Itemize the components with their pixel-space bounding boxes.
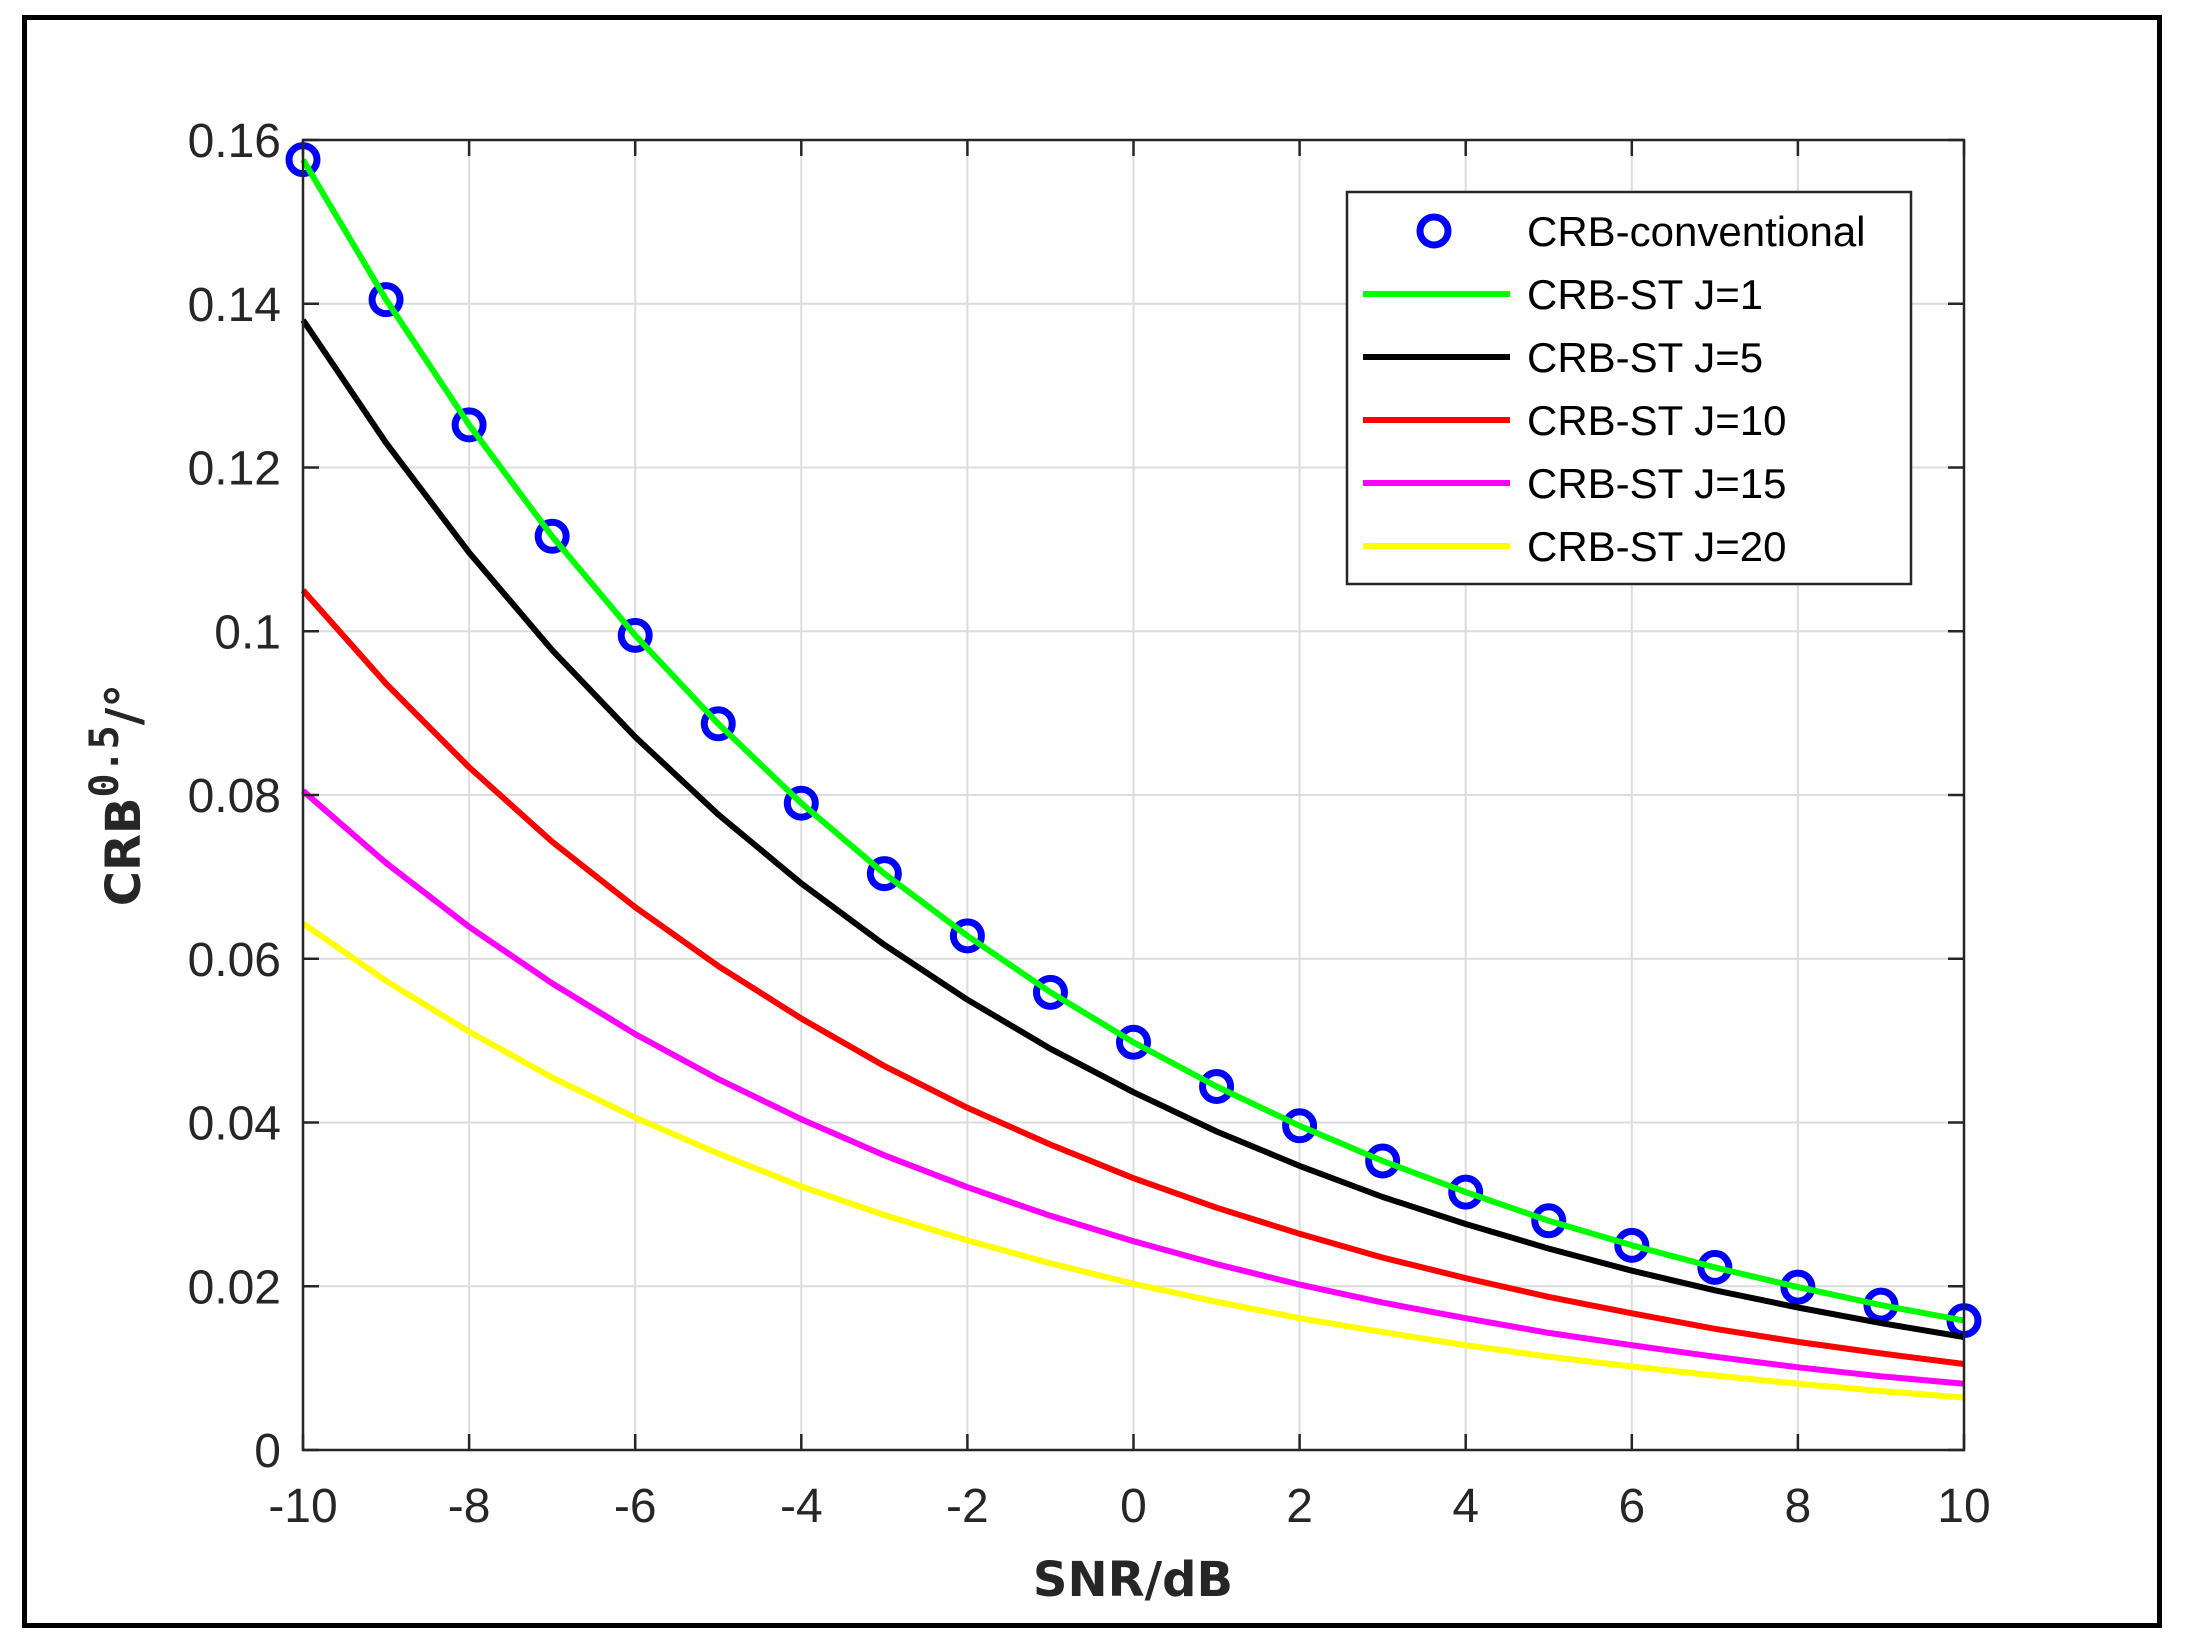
y-tick-label: 0	[254, 1425, 281, 1478]
data-point	[451, 407, 487, 443]
series-line-crb-st-j-20	[301, 921, 1965, 1401]
x-axis-label: SNR/dB	[1033, 1552, 1233, 1608]
legend-label-crb-conventional: CRB-conventional	[1527, 208, 1866, 255]
data-point	[949, 918, 985, 954]
y-tick-label: 0.08	[188, 770, 281, 823]
x-tick-label: 4	[1452, 1480, 1479, 1533]
y-tick-label: 0.06	[188, 934, 281, 987]
data-point	[1448, 1174, 1484, 1210]
legend: CRB-conventional CRB-ST J=1 CRB-ST J=5 CRB-…	[1345, 190, 1913, 586]
legend-label-crb-st-j-20: CRB-ST J=20	[1527, 523, 1787, 570]
legend-label-crb-st-j-15: CRB-ST J=15	[1527, 460, 1787, 507]
data-point	[783, 785, 819, 821]
ticks: -10 -8 -6 -4 -2 0 2 4 6 8 10 0 0.02 0.04 0.06 0.08 0.1 0.…	[188, 115, 1991, 1533]
data-point	[1365, 1143, 1401, 1179]
y-tick-label: 0.14	[188, 279, 281, 332]
x-tick-label: -6	[614, 1480, 657, 1533]
data-point	[368, 282, 404, 318]
x-tick-label: -4	[780, 1480, 823, 1533]
x-tick-label: 0	[1120, 1480, 1147, 1533]
series-layer	[285, 142, 1982, 1401]
y-axis-label-exponent: 0.5	[82, 725, 128, 797]
y-axis-label-group: CRB0.5/°	[82, 684, 152, 907]
data-point	[866, 856, 902, 892]
data-point	[1697, 1249, 1733, 1285]
x-tick-label: -2	[946, 1480, 989, 1533]
series-line-crb-st-j-15	[301, 788, 1965, 1387]
y-axis-label-unit: /°	[96, 684, 152, 726]
y-tick-label: 0.16	[188, 115, 281, 168]
series-line-crb-st-j-10	[300, 588, 1965, 1367]
series-markers-crb-conventional	[285, 142, 1982, 1339]
data-point	[1032, 974, 1068, 1010]
legend-label-crb-st-j-5: CRB-ST J=5	[1527, 334, 1763, 381]
series-line-crb-st-j-5	[300, 318, 1965, 1340]
data-point	[1116, 1024, 1151, 1060]
x-tick-label: 6	[1618, 1480, 1645, 1533]
y-tick-label: 0.04	[188, 1098, 281, 1151]
x-tick-label: -10	[268, 1480, 337, 1533]
data-point	[1614, 1227, 1650, 1263]
y-tick-label: 0.12	[188, 443, 281, 496]
data-point	[534, 518, 570, 554]
legend-swatch-crb-conventional	[1416, 213, 1452, 249]
svg-text:CRB0.5/°: CRB0.5/°	[82, 684, 152, 907]
y-tick-label: 0.1	[214, 606, 281, 659]
x-tick-label: 8	[1785, 1480, 1812, 1533]
data-point	[1199, 1068, 1235, 1104]
y-tick-label: 0.02	[188, 1261, 281, 1314]
series-line-crb-st-j-1	[300, 158, 1965, 1324]
data-point	[1531, 1203, 1567, 1239]
x-tick-label: 10	[1937, 1480, 1990, 1533]
data-point	[1282, 1108, 1318, 1144]
y-axis-label: CRB	[96, 798, 152, 907]
x-tick-label: 2	[1286, 1480, 1313, 1533]
legend-box	[1345, 190, 1913, 586]
legend-label-crb-st-j-1: CRB-ST J=1	[1527, 271, 1763, 318]
data-point	[617, 617, 653, 653]
legend-label-crb-st-j-10: CRB-ST J=10	[1527, 397, 1787, 444]
data-point	[700, 706, 736, 742]
x-tick-label: -8	[448, 1480, 491, 1533]
